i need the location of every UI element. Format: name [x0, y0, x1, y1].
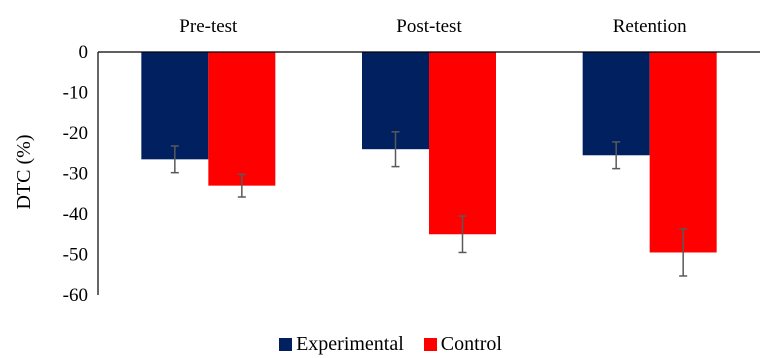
legend-label-control: Control — [440, 333, 502, 355]
bar-experimental — [141, 52, 209, 160]
bar-chart-plot: DTC (%) 0 -10 -20 -30 -40 -50 -60 Pre-test Post… — [13, 16, 760, 306]
category-label: Pre-test — [179, 16, 238, 37]
y-tick-label: 0 — [79, 42, 89, 63]
legend-swatch-experimental — [279, 337, 293, 351]
legend: Experimental Control — [0, 333, 781, 355]
legend-label-experimental: Experimental — [296, 333, 404, 355]
y-tick-label: -20 — [63, 123, 88, 144]
legend-swatch-control — [423, 337, 437, 351]
bar-experimental — [582, 52, 650, 156]
bar-control — [208, 52, 276, 186]
y-tick-label: -60 — [63, 285, 88, 306]
bars-layer — [141, 52, 717, 253]
category-label: Retention — [613, 16, 687, 37]
y-tick-label: -50 — [63, 245, 88, 266]
error-bar-experimental — [170, 145, 179, 174]
category-labels: Pre-test Post-test Retention — [179, 16, 687, 37]
bar-control — [649, 52, 717, 253]
y-tick-label: -40 — [63, 204, 88, 225]
error-bar-experimental — [612, 141, 621, 170]
error-bar-experimental — [391, 131, 400, 168]
category-label: Post-test — [396, 16, 462, 37]
legend-item-experimental: Experimental — [279, 333, 404, 355]
error-bar-control — [458, 215, 467, 254]
y-axis-label: DTC (%) — [13, 135, 35, 210]
axes-layer — [97, 51, 760, 295]
y-tick-labels: 0 -10 -20 -30 -40 -50 -60 — [63, 42, 88, 306]
y-tick-label: -10 — [63, 83, 88, 104]
error-bar-control — [237, 173, 246, 198]
error-bars-layer — [170, 131, 688, 277]
y-tick-label: -30 — [63, 164, 88, 185]
legend-item-control: Control — [423, 333, 502, 355]
bar-control — [429, 52, 496, 235]
error-bar-control — [679, 228, 688, 277]
